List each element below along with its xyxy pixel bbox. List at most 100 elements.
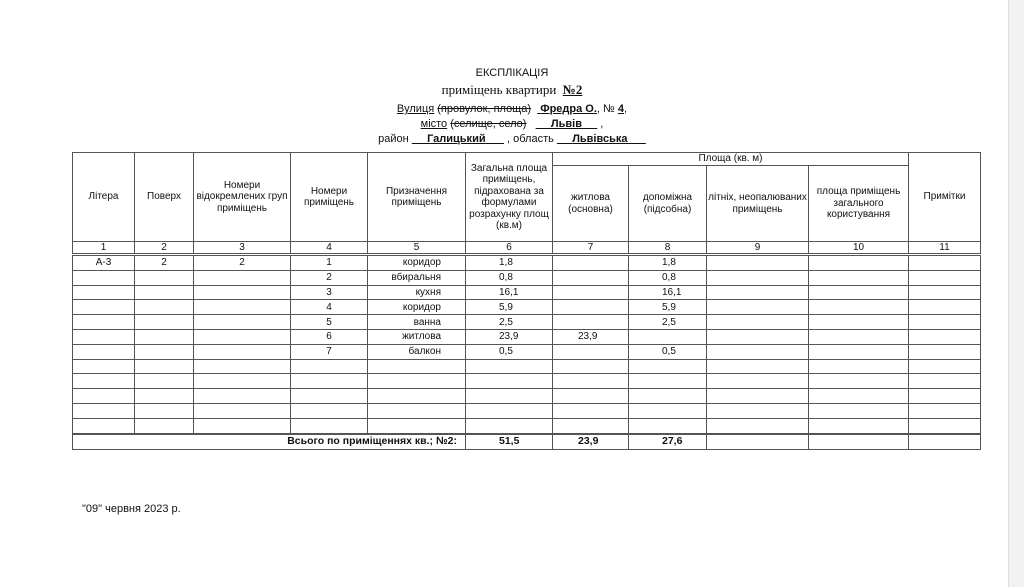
table-cell bbox=[552, 269, 629, 286]
table-cell bbox=[628, 328, 707, 345]
table-cell bbox=[367, 417, 466, 435]
table-cell bbox=[706, 358, 809, 375]
table-cell: 5,9 bbox=[465, 299, 553, 316]
table-cell bbox=[465, 373, 553, 390]
column-number: 5 bbox=[367, 241, 466, 256]
table-cell bbox=[706, 343, 809, 360]
region-label: , область bbox=[507, 133, 554, 145]
table-cell: вбиральня bbox=[367, 269, 466, 286]
table-cell bbox=[72, 269, 135, 286]
table-cell bbox=[193, 328, 291, 345]
total-living-value: 23,9 bbox=[552, 432, 629, 450]
column-number: 10 bbox=[808, 241, 909, 256]
total-label: Всього по приміщеннях кв.; №2: bbox=[72, 432, 466, 450]
table-cell bbox=[706, 269, 809, 286]
header-area-group: Площа (кв. м) bbox=[552, 152, 909, 166]
column-number: 11 bbox=[908, 241, 981, 256]
table-cell bbox=[908, 402, 981, 419]
table-cell bbox=[908, 373, 981, 390]
table-cell bbox=[193, 314, 291, 330]
table-row: 3 кухня 16,1 16,1 bbox=[72, 284, 981, 301]
table-cell bbox=[808, 373, 909, 390]
table-cell bbox=[908, 328, 981, 345]
table-cell bbox=[290, 402, 368, 419]
street-value: Фредра О. bbox=[540, 103, 597, 115]
city-label: місто bbox=[420, 118, 448, 130]
column-number: 1 bbox=[72, 241, 135, 256]
table-cell bbox=[72, 417, 135, 435]
table-cell bbox=[465, 417, 553, 435]
table-cell bbox=[706, 299, 809, 316]
table-cell bbox=[72, 388, 135, 404]
table-cell bbox=[706, 402, 809, 419]
header-groups: Номери відокремлених груп приміщень bbox=[193, 152, 291, 242]
table-row bbox=[72, 402, 981, 419]
table-row: 5 ванна 2,5 2,5 bbox=[72, 314, 981, 330]
table-cell bbox=[808, 269, 909, 286]
total-auxiliary-value: 27,6 bbox=[628, 432, 707, 450]
table-row: 6 житлова 23,9 23,9 bbox=[72, 328, 981, 345]
table-cell bbox=[808, 299, 909, 316]
table-cell bbox=[908, 284, 981, 301]
table-cell bbox=[808, 432, 909, 450]
street-label: Вулиця bbox=[396, 103, 435, 115]
table-cell bbox=[134, 373, 194, 390]
table-cell: 0,5 bbox=[465, 343, 553, 360]
header-room-numbers: Номери приміщень bbox=[290, 152, 368, 242]
table-cell bbox=[908, 314, 981, 330]
table-cell bbox=[808, 284, 909, 301]
table-cell bbox=[465, 358, 553, 375]
table-cell bbox=[465, 402, 553, 419]
city-line: місто (селище, село) Львів , bbox=[420, 118, 604, 130]
table-cell bbox=[134, 388, 194, 404]
table-cell: 0,5 bbox=[628, 343, 707, 360]
apartment-number: №2 bbox=[562, 82, 583, 97]
table-cell: 2 bbox=[193, 254, 291, 271]
table-cell bbox=[367, 402, 466, 419]
table-cell bbox=[193, 402, 291, 419]
table-cell bbox=[552, 388, 629, 404]
scrollbar[interactable] bbox=[1008, 0, 1024, 587]
column-number: 4 bbox=[290, 241, 368, 256]
table-row bbox=[72, 417, 981, 435]
table-cell: балкон bbox=[367, 343, 466, 360]
table-cell bbox=[367, 388, 466, 404]
table-cell bbox=[706, 373, 809, 390]
table-cell bbox=[134, 417, 194, 435]
table-cell bbox=[193, 373, 291, 390]
total-row: Всього по приміщеннях кв.; №2: 51,5 23,9 27… bbox=[72, 432, 981, 450]
table-cell bbox=[706, 254, 809, 271]
table-cell bbox=[367, 373, 466, 390]
table-cell: 4 bbox=[290, 299, 368, 316]
table-row: 4 коридор 5,9 5,9 bbox=[72, 299, 981, 316]
header-summer: літніх, неопалюваних приміщень bbox=[706, 165, 809, 242]
table-cell bbox=[134, 328, 194, 345]
table-cell bbox=[72, 284, 135, 301]
table-row: 7 балкон 0,5 0,5 bbox=[72, 343, 981, 360]
table-cell: 2,5 bbox=[628, 314, 707, 330]
column-number: 6 bbox=[465, 241, 553, 256]
table-cell bbox=[908, 432, 981, 450]
header-living: житлова (основна) bbox=[552, 165, 629, 242]
table-row bbox=[72, 388, 981, 404]
table-cell bbox=[908, 254, 981, 271]
table-cell bbox=[290, 373, 368, 390]
column-number: 7 bbox=[552, 241, 629, 256]
street-struck: (провулок, площа) bbox=[437, 103, 532, 115]
table-cell bbox=[134, 269, 194, 286]
table-cell bbox=[72, 358, 135, 375]
table-cell bbox=[552, 402, 629, 419]
column-number-row: 1 2 3 4 5 6 7 8 9 10 11 bbox=[72, 241, 981, 256]
table-cell bbox=[808, 254, 909, 271]
table-cell bbox=[193, 343, 291, 360]
subheader-row: житлова (основна) допоміжна (підсобна) л… bbox=[73, 165, 981, 242]
table-cell bbox=[193, 358, 291, 375]
table-cell: 16,1 bbox=[465, 284, 553, 301]
table-cell bbox=[808, 343, 909, 360]
column-number: 2 bbox=[134, 241, 194, 256]
table-cell bbox=[72, 314, 135, 330]
table-cell: 5 bbox=[290, 314, 368, 330]
table-cell bbox=[908, 358, 981, 375]
table-cell: 2 bbox=[134, 254, 194, 271]
table-cell bbox=[908, 343, 981, 360]
